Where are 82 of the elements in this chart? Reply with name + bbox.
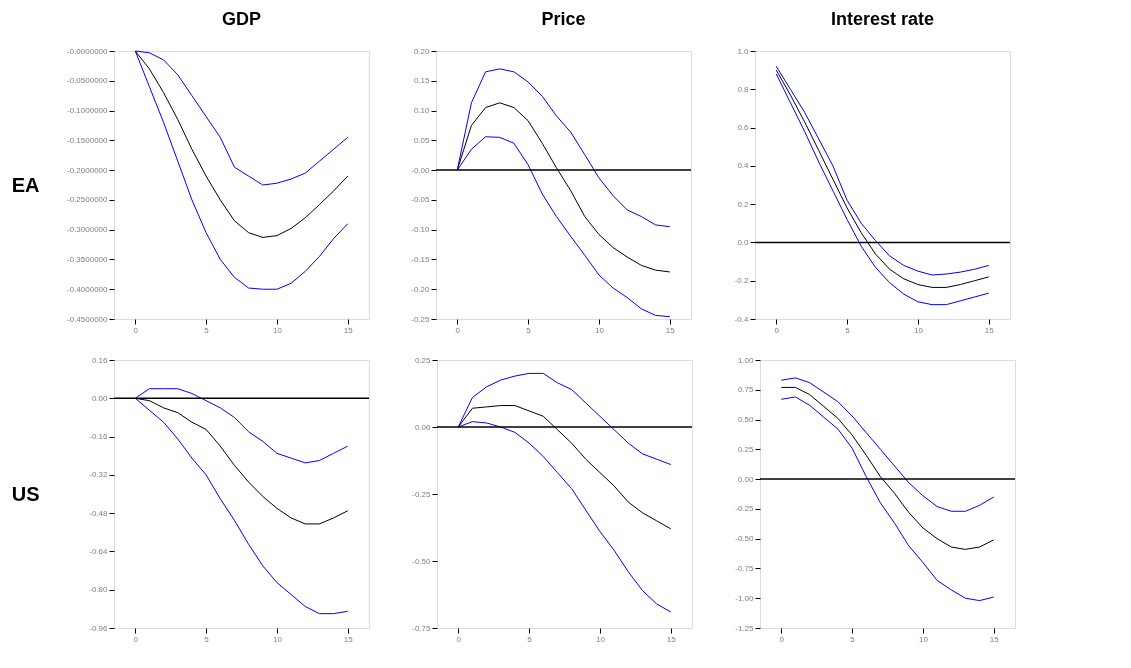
y-tick-label: -0.3000000 [67, 225, 109, 235]
y-tick-label: -0.10 [411, 225, 431, 235]
y-tick-label: 0.6 [737, 123, 750, 133]
x-tick-label: 15 [666, 634, 677, 644]
x-tick-label: 0 [456, 634, 462, 644]
x-tick-label: 5 [204, 634, 210, 644]
y-tick-label: -0.2500000 [67, 195, 109, 205]
y-tick-label: 0.25 [737, 444, 755, 454]
y-tick-label: -0.48 [89, 508, 109, 518]
y-tick-label: 0.10 [413, 106, 431, 116]
x-tick-label: 0 [774, 325, 780, 335]
y-tick-label: -0.25 [735, 504, 755, 514]
y-tick-label: -0.80 [89, 585, 109, 595]
y-tick-label: 0.00 [91, 393, 109, 403]
x-tick-label: 15 [343, 634, 354, 644]
y-tick-label: 0.2 [737, 199, 750, 209]
y-tick-label: 1.00 [737, 355, 755, 365]
x-tick-label: 0 [133, 634, 139, 644]
line-series [780, 396, 995, 602]
y-tick-label: 0.00 [737, 474, 755, 484]
x-tick-label: 10 [272, 634, 283, 644]
y-tick-label: -0.3500000 [67, 254, 109, 264]
y-tick-label: -0.00 [411, 165, 431, 175]
y-tick-label: -0.32 [89, 470, 109, 480]
x-tick-label: 10 [913, 325, 924, 335]
y-tick-label: 0.16 [91, 355, 109, 365]
x-tick-label: 0 [133, 325, 139, 335]
chart-title: Price [541, 9, 586, 29]
y-tick-label: -0.1000000 [67, 106, 109, 116]
x-tick-label: 10 [594, 325, 605, 335]
y-tick-label: -0.2 [734, 276, 750, 286]
x-tick-label: 5 [526, 325, 532, 335]
y-tick-label: -0.25 [411, 314, 431, 324]
x-tick-label: 15 [343, 325, 354, 335]
y-tick-label: -0.0500000 [67, 76, 109, 86]
y-tick-label: -0.05 [411, 195, 431, 205]
y-tick-label: -0.50 [735, 534, 755, 544]
y-axis-title: EA [11, 173, 40, 196]
line-series [780, 377, 995, 512]
y-tick-label: -0.64 [89, 546, 109, 556]
y-tick-label: -0.4500000 [67, 314, 109, 324]
y-tick-label: 0.05 [413, 135, 431, 145]
y-tick-label: -0.96 [89, 623, 109, 633]
y-tick-label: -0.0000000 [67, 46, 109, 56]
y-tick-label: 0.75 [737, 385, 755, 395]
x-tick-label: 15 [984, 325, 995, 335]
y-tick-label: -0.16 [89, 432, 109, 442]
x-tick-label: 5 [850, 634, 856, 644]
y-tick-label: -0.15 [411, 254, 431, 264]
x-tick-label: 0 [779, 634, 785, 644]
x-tick-label: 5 [204, 325, 210, 335]
y-tick-label: 0.50 [737, 415, 755, 425]
x-tick-label: 0 [455, 325, 461, 335]
y-tick-label: 0.15 [413, 76, 431, 86]
y-tick-label: -1.00 [735, 593, 755, 603]
y-tick-label: -0.4 [734, 314, 750, 324]
y-tick-label: -0.20 [411, 284, 431, 294]
y-tick-label: 0.00 [414, 422, 432, 432]
y-tick-label: 1.0 [737, 46, 750, 56]
y-tick-label: 0.4 [737, 161, 750, 171]
x-tick-label: 10 [595, 634, 606, 644]
x-tick-label: 10 [272, 325, 283, 335]
y-tick-label: -0.75 [412, 623, 432, 633]
y-axis-title: US [11, 482, 40, 505]
y-tick-label: -0.4000000 [67, 284, 109, 294]
y-tick-label: -0.25 [412, 489, 432, 499]
y-tick-label: -0.2000000 [67, 165, 109, 175]
y-tick-label: 0.20 [413, 46, 431, 56]
y-tick-label: 0.25 [414, 355, 432, 365]
x-tick-label: 10 [918, 634, 929, 644]
y-tick-label: -1.25 [735, 623, 755, 633]
y-tick-label: -0.75 [735, 563, 755, 573]
y-tick-label: 0.0 [737, 237, 750, 247]
y-tick-label: 0.8 [737, 84, 750, 94]
y-tick-label: -0.50 [412, 556, 432, 566]
chart-title: Interest rate [830, 9, 935, 29]
y-tick-label: -0.1500000 [67, 135, 109, 145]
chart-title: GDP [221, 9, 262, 29]
x-tick-label: 5 [845, 325, 851, 335]
x-tick-label: 15 [989, 634, 1000, 644]
x-tick-label: 15 [665, 325, 676, 335]
x-tick-label: 5 [527, 634, 533, 644]
